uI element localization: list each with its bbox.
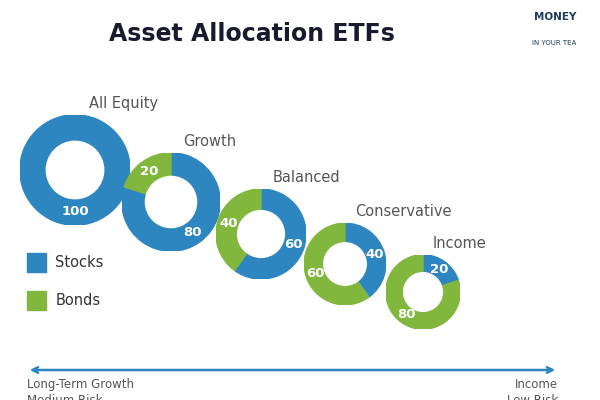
- Text: MONEY: MONEY: [533, 12, 576, 22]
- Wedge shape: [345, 223, 386, 297]
- Text: Conservative: Conservative: [355, 204, 452, 219]
- Text: 60: 60: [306, 267, 325, 280]
- Text: Income: Income: [432, 236, 486, 251]
- Text: 40: 40: [219, 217, 238, 230]
- Wedge shape: [124, 153, 171, 194]
- FancyBboxPatch shape: [27, 291, 46, 310]
- Text: 80: 80: [184, 226, 202, 239]
- Text: 20: 20: [430, 263, 449, 276]
- Wedge shape: [20, 115, 130, 225]
- Text: Low Risk: Low Risk: [507, 394, 558, 400]
- Wedge shape: [122, 153, 220, 251]
- Text: 60: 60: [284, 238, 303, 251]
- Wedge shape: [235, 189, 306, 279]
- Text: Medium Risk: Medium Risk: [27, 394, 103, 400]
- Wedge shape: [423, 255, 458, 286]
- Circle shape: [145, 176, 197, 228]
- Text: 80: 80: [397, 308, 416, 321]
- Circle shape: [324, 243, 366, 285]
- Wedge shape: [216, 189, 261, 270]
- Text: 100: 100: [61, 206, 89, 218]
- Wedge shape: [304, 223, 369, 305]
- Text: Bonds: Bonds: [55, 293, 100, 308]
- Text: 40: 40: [365, 248, 384, 261]
- Text: 20: 20: [140, 165, 158, 178]
- Text: Income: Income: [515, 378, 558, 391]
- Text: Stocks: Stocks: [55, 255, 104, 270]
- Text: Balanced: Balanced: [272, 170, 340, 185]
- Text: IN YOUR TEA: IN YOUR TEA: [532, 40, 576, 46]
- FancyBboxPatch shape: [27, 253, 46, 272]
- Wedge shape: [386, 255, 460, 329]
- Text: Asset Allocation ETFs: Asset Allocation ETFs: [109, 22, 395, 46]
- Circle shape: [238, 210, 284, 258]
- Text: Long-Term Growth: Long-Term Growth: [27, 378, 134, 391]
- Circle shape: [404, 273, 442, 311]
- Circle shape: [46, 141, 104, 199]
- Text: Growth: Growth: [184, 134, 236, 149]
- Text: All Equity: All Equity: [89, 96, 158, 111]
